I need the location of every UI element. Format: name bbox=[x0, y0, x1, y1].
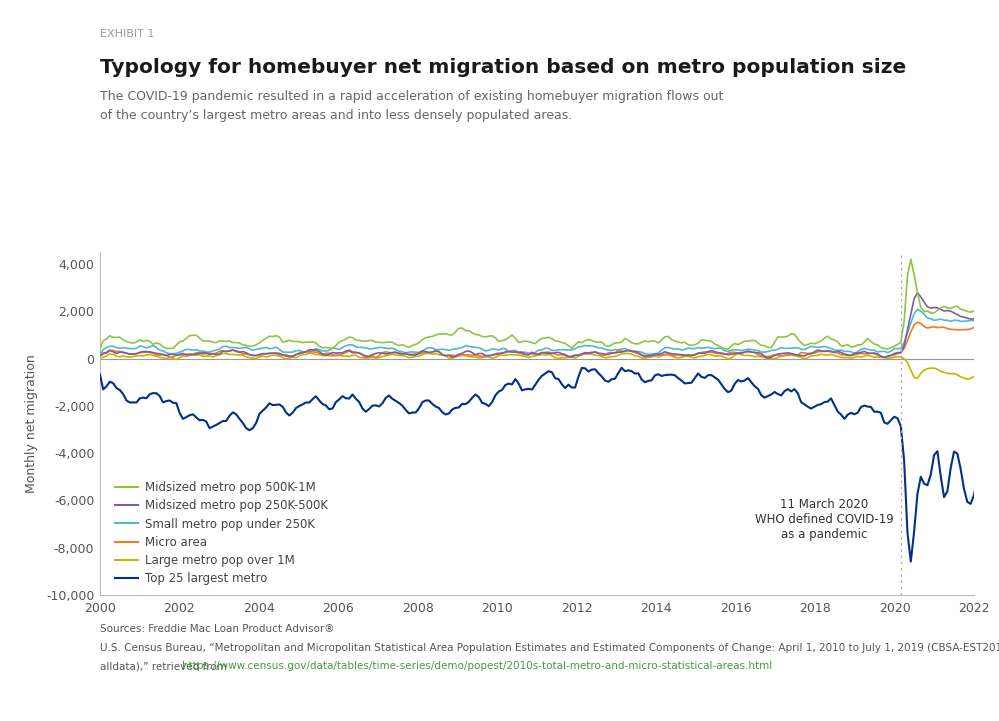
Text: alldata),” retrieved from: alldata),” retrieved from bbox=[100, 661, 230, 671]
Text: https://www.census.gov/data/tables/time-series/demo/popest/2010s-total-metro-and: https://www.census.gov/data/tables/time-… bbox=[182, 661, 772, 671]
Text: The COVID-19 pandemic resulted in a rapid acceleration of existing homebuyer mig: The COVID-19 pandemic resulted in a rapi… bbox=[100, 90, 723, 122]
Text: Typology for homebuyer net migration based on metro population size: Typology for homebuyer net migration bas… bbox=[100, 58, 906, 76]
Text: U.S. Census Bureau, “Metropolitan and Micropolitan Statistical Area Population E: U.S. Census Bureau, “Metropolitan and Mi… bbox=[100, 643, 999, 653]
Text: EXHIBIT 1: EXHIBIT 1 bbox=[100, 29, 154, 39]
Y-axis label: Monthly net migration: Monthly net migration bbox=[25, 354, 38, 493]
Text: .: . bbox=[643, 661, 646, 671]
Legend: Midsized metro pop 500K-1M, Midsized metro pop 250K-500K, Small metro pop under : Midsized metro pop 500K-1M, Midsized met… bbox=[115, 481, 329, 585]
Text: Sources: Freddie Mac Loan Product Advisor®: Sources: Freddie Mac Loan Product Adviso… bbox=[100, 624, 335, 634]
Text: 11 March 2020
WHO defined COVID-19
as a pandemic: 11 March 2020 WHO defined COVID-19 as a … bbox=[754, 497, 893, 541]
